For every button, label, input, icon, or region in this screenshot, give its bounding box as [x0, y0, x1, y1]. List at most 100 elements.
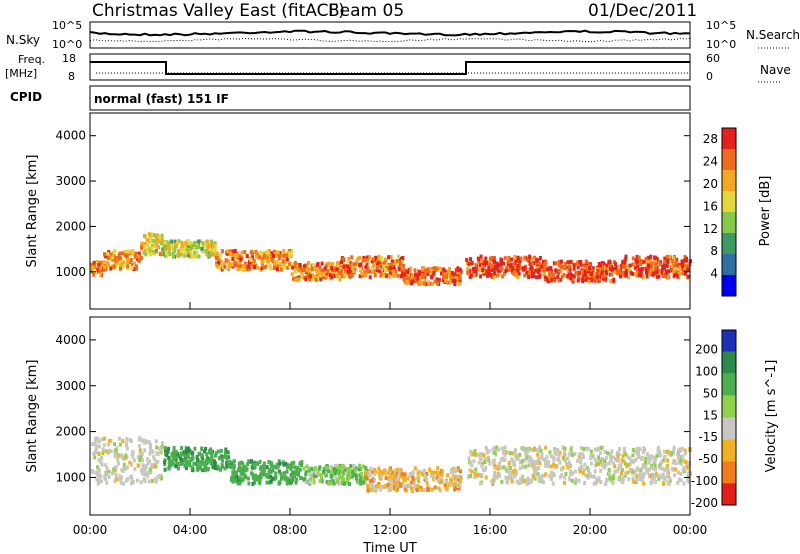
scatter-cell	[361, 476, 365, 481]
scatter-cell	[237, 461, 241, 466]
scatter-cell	[113, 453, 117, 458]
scatter-cell	[532, 474, 536, 479]
scatter-cell	[444, 483, 448, 488]
scatter-cell	[104, 254, 108, 259]
scatter-cell	[315, 273, 319, 278]
scatter-cell	[640, 466, 644, 471]
scatter-cell	[386, 263, 390, 268]
scatter-cell	[137, 258, 141, 263]
scatter-cell	[525, 270, 529, 275]
scatter-cell	[315, 263, 319, 268]
scatter-cell	[500, 267, 504, 272]
scatter-cell	[135, 478, 139, 483]
scatter-cell	[661, 466, 665, 471]
scatter-cell	[679, 456, 683, 461]
scatter-cell	[661, 266, 665, 271]
scatter-cell	[133, 467, 137, 472]
scatter-cell	[615, 266, 619, 271]
scatter-cell	[338, 277, 342, 282]
scatter-cell	[342, 481, 346, 486]
scatter-cell	[642, 450, 645, 455]
scatter-cell	[402, 474, 405, 479]
scatter-cell	[154, 460, 158, 465]
scatter-cell	[551, 274, 555, 279]
scatter-cell	[379, 476, 383, 481]
scatter-cell	[250, 262, 254, 266]
scatter-cell	[537, 466, 541, 471]
scatter-cell	[451, 279, 455, 283]
scatter-cell	[408, 281, 412, 286]
scatter-cell	[438, 475, 442, 480]
colorbar-tick-label: 15	[703, 408, 718, 422]
scatter-cell	[143, 244, 147, 249]
scatter-cell	[292, 276, 295, 281]
scatter-cell	[98, 473, 102, 478]
scatter-cell	[365, 475, 369, 480]
scatter-cell	[484, 256, 488, 261]
scatter-cell	[644, 256, 648, 261]
scatter-cell	[130, 262, 134, 267]
scatter-cell	[654, 259, 658, 264]
scatter-cell	[297, 277, 301, 282]
scatter-cell	[213, 244, 217, 249]
scatter-cell	[182, 450, 186, 455]
scatter-cell	[332, 481, 336, 486]
scatter-cell	[240, 468, 244, 473]
scatter-cell	[163, 241, 167, 246]
scatter-cell	[120, 455, 124, 460]
scatter-cell	[545, 455, 549, 459]
scatter-cell	[111, 250, 115, 255]
scatter-cell	[682, 465, 686, 470]
scatter-cell	[587, 273, 591, 278]
scatter-cell	[624, 254, 628, 259]
scatter-cell	[500, 479, 504, 484]
scatter-cell	[311, 273, 315, 278]
velocity-colorbar-label: Velocity [m s^-1]	[764, 360, 779, 473]
scatter-cell	[450, 478, 454, 483]
scatter-cell	[469, 273, 473, 278]
scatter-cell	[469, 461, 472, 466]
scatter-cell	[493, 466, 497, 471]
scatter-cell	[94, 439, 98, 444]
scatter-cell	[92, 260, 96, 265]
scatter-cell	[214, 453, 218, 458]
scatter-cell	[95, 444, 99, 449]
scatter-cell	[384, 476, 388, 481]
scatter-cell	[355, 258, 359, 263]
scatter-cell	[449, 280, 452, 285]
noise-sky-trace	[89, 29, 691, 37]
colorbar-segment	[722, 212, 736, 233]
scatter-cell	[224, 447, 228, 452]
scatter-cell	[673, 473, 677, 478]
scatter-cell	[211, 459, 215, 464]
scatter-cell	[337, 463, 341, 468]
colorbar-tick-label: 24	[703, 155, 718, 169]
scatter-cell	[205, 452, 209, 457]
scatter-cell	[188, 463, 192, 468]
scatter-cell	[351, 262, 354, 267]
scatter-cell	[683, 451, 687, 456]
scatter-cell	[138, 458, 142, 463]
colorbar-segment	[722, 128, 736, 149]
scatter-cell	[392, 486, 396, 491]
scatter-cell	[439, 271, 443, 276]
scatter-cell	[137, 455, 141, 460]
scatter-cell	[552, 261, 556, 266]
scatter-cell	[422, 488, 426, 492]
scatter-cell	[578, 259, 582, 264]
scatter-cell	[366, 269, 370, 274]
colorbar-tick-label: -15	[698, 430, 718, 444]
scatter-cell	[586, 275, 590, 280]
scatter-cell	[466, 266, 470, 271]
scatter-cell	[340, 470, 344, 475]
scatter-cell	[232, 464, 236, 469]
scatter-cell	[231, 470, 235, 475]
scatter-cell	[672, 448, 676, 452]
scatter-cell	[102, 443, 106, 448]
scatter-cell	[545, 276, 549, 281]
scatter-cell	[513, 474, 517, 479]
scatter-cell	[649, 473, 653, 478]
scatter-cell	[634, 480, 638, 485]
scatter-cell	[581, 277, 585, 282]
scatter-cell	[453, 487, 457, 492]
